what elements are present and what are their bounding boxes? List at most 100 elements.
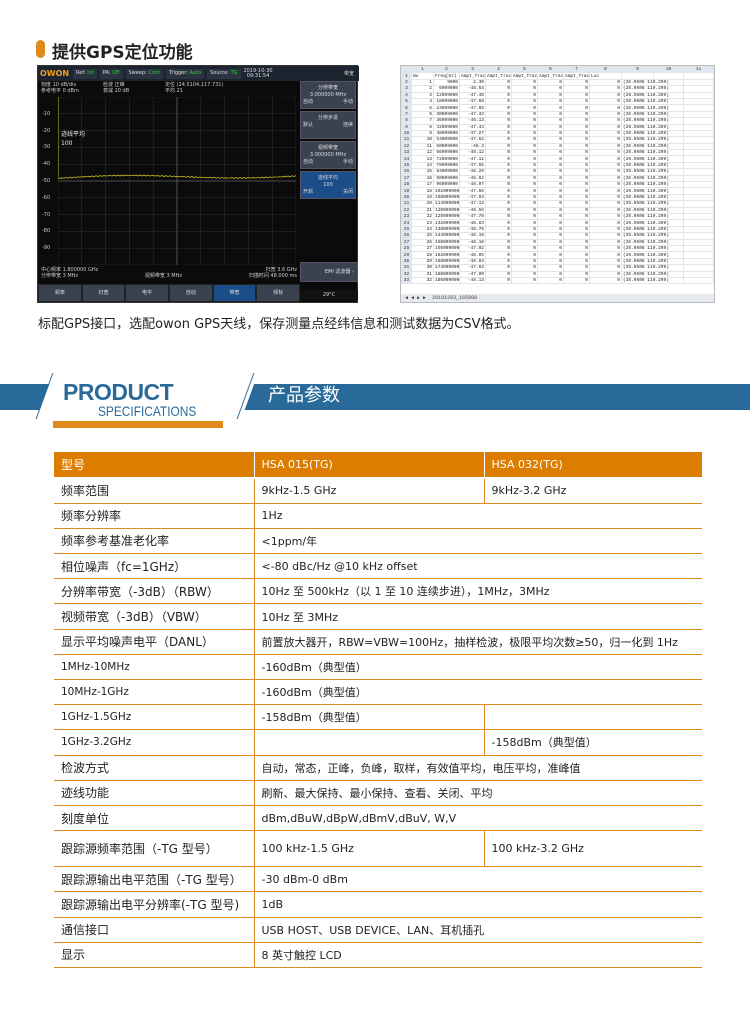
option-right[interactable]: 手动 (342, 159, 353, 165)
spec-value-hsa032: 9kHz-3.2 GHz (483, 478, 702, 504)
header-cell[interactable]: Ampt_Trac (511, 72, 538, 80)
empty-cell[interactable] (683, 97, 714, 106)
empty-cell[interactable] (683, 85, 714, 93)
empty-cell[interactable] (683, 78, 714, 87)
spec-row: 相位噪声（fc=1GHz） <-80 dBc/Hz @10 kHz offset (54, 553, 702, 580)
cell[interactable]: 0 (589, 276, 622, 285)
cell[interactable]: 90009000 (433, 174, 460, 183)
cell[interactable]: 0 (485, 276, 512, 285)
cell[interactable]: 108009000 (433, 193, 460, 202)
header-cell[interactable]: Freq(Hz) (433, 72, 460, 80)
cell[interactable]: 60009000 (433, 142, 460, 151)
info-ref-level: 参考电平 0 dBm (41, 88, 79, 94)
cell[interactable]: 84009000 (433, 168, 460, 176)
menu-button-value: 3.000000 MHz (309, 152, 347, 158)
cell[interactable]: 180009000 (433, 270, 460, 278)
option-left[interactable]: 开启 (303, 189, 314, 195)
time: 09:31:54 (246, 72, 270, 79)
cell[interactable]: 174009000 (433, 264, 460, 272)
empty-cell[interactable] (683, 270, 714, 278)
cell[interactable]: 24009000 (433, 104, 460, 112)
cell[interactable]: 138009000 (433, 225, 460, 234)
empty-cell[interactable] (683, 110, 714, 119)
topbar-label: PA: (102, 69, 111, 76)
cell[interactable]: 0 (537, 276, 564, 285)
empty-cell[interactable] (683, 104, 714, 112)
cell[interactable]: 144009000 (433, 232, 460, 240)
cell[interactable]: 156009000 (433, 244, 460, 253)
cell[interactable]: 126009000 (433, 212, 460, 221)
empty-cell[interactable] (683, 251, 714, 259)
measurement-info: 刻度 10 dB/div 检波 正峰 定位 (24.5104,117.731) … (41, 82, 296, 94)
option-left[interactable]: 默认 (303, 122, 314, 128)
cell[interactable]: 96009000 (433, 180, 460, 189)
header-cell[interactable]: Ampt_Trac (485, 72, 512, 80)
y-tick-label: -30 (42, 144, 51, 151)
topbar-label: Trigger: (169, 69, 188, 76)
empty-cell[interactable] (683, 72, 714, 80)
menu-button[interactable]: 分辨带宽 3.000000 MHz 自动 手动 (300, 81, 356, 109)
overlay-label: 迹线平均 (61, 131, 86, 138)
empty-cell[interactable] (683, 117, 714, 125)
cell[interactable]: 168009000 (433, 257, 460, 266)
bottom-tab[interactable]: 自动 (169, 284, 213, 302)
option-right[interactable]: 手动 (342, 99, 353, 105)
topbar-item: Sweep: Cont (125, 68, 164, 79)
cell[interactable]: 66009000 (433, 149, 460, 157)
cell[interactable]: 72009000 (433, 155, 460, 163)
bottom-tab[interactable]: 频率 (38, 284, 82, 302)
menu-button[interactable]: 分辨步进 默认 连续 (300, 111, 356, 139)
emi-filter-button[interactable]: EMI 滤波器 › (300, 262, 358, 282)
column-header[interactable]: 11 (683, 66, 714, 74)
row-header[interactable]: 33 (401, 276, 412, 285)
loc-cell[interactable]: (26.0506 119.299) (621, 276, 684, 285)
cell[interactable]: 150009000 (433, 238, 460, 246)
header-cell[interactable]: Ampt_Trac (537, 72, 564, 80)
menu-button[interactable]: 迹线平均 100 开启 关闭 (300, 171, 356, 199)
cell[interactable]: 120009000 (433, 206, 460, 215)
cell[interactable]: 36009000 (433, 117, 460, 125)
cell[interactable]: 102009000 (433, 187, 460, 195)
sheet-tab[interactable]: 20191203_165808 (432, 295, 478, 301)
empty-cell[interactable] (683, 276, 714, 285)
cell[interactable]: 42009000 (433, 123, 460, 131)
empty-cell[interactable] (683, 91, 714, 99)
spec-row: 1GHz-1.5GHz -158dBm（典型值） (54, 704, 702, 731)
menu-button[interactable]: 视频带宽 3.000000 MHz 自动 手动 (300, 141, 356, 169)
cell[interactable]: 48009000 (433, 129, 460, 138)
bottom-tab[interactable]: 带宽 (212, 284, 257, 302)
spec-row: 频率参考基准老化率 <1ppm/年 (54, 528, 702, 555)
option-right[interactable]: 关闭 (342, 189, 353, 195)
cell[interactable]: 114009000 (433, 200, 460, 208)
option-left[interactable]: 自动 (303, 99, 314, 105)
spec-table-header: 型号 HSA 015(TG) HSA 032(TG) (54, 452, 702, 479)
bottom-tab[interactable]: 扫宽 (81, 284, 126, 302)
cell[interactable]: 78009000 (433, 161, 460, 170)
bottom-tab[interactable]: 电平 (125, 284, 170, 302)
option-left[interactable]: 自动 (303, 159, 314, 165)
sheet-nav-icon[interactable]: ◀ ◀ ▶ ▶ (405, 295, 427, 301)
spec-value: <-80 dBc/Hz @10 kHz offset (253, 553, 702, 580)
cell[interactable]: 18009000 (433, 97, 460, 106)
cell[interactable]: 12009000 (433, 91, 460, 99)
spec-row: 视频带宽（-3dB）（VBW） 10Hz 至 3MHz (54, 603, 702, 630)
cell[interactable]: 186009000 (433, 276, 460, 285)
header-cell[interactable]: Ampt_Trac (563, 72, 590, 80)
cell[interactable]: -48.13 (459, 276, 486, 285)
option-right[interactable]: 连续 (342, 122, 353, 128)
cell[interactable]: 54009000 (433, 136, 460, 144)
cell[interactable]: 162009000 (433, 251, 460, 259)
menu-button-title: 分辨带宽 (317, 85, 338, 91)
empty-cell[interactable] (683, 257, 714, 266)
header-cell[interactable]: Ampt_Trac (459, 72, 486, 80)
sheet-body: 1 2 3 4 5 6 7 8 9 10 11 1 No Freq(Hz) Ampt_Trac Ampt_Tr… (401, 66, 714, 294)
cell[interactable]: 0 (511, 276, 538, 285)
cell[interactable]: 0 (563, 276, 590, 285)
empty-cell[interactable] (683, 264, 714, 272)
bottom-tab[interactable]: 频标 (256, 284, 301, 302)
cell[interactable]: 32 (411, 276, 434, 285)
gps-section-title: 提供GPS定位功能 (52, 43, 193, 63)
y-tick-label: -90 (42, 245, 51, 252)
cell[interactable]: 30009000 (433, 110, 460, 119)
cell[interactable]: 132009000 (433, 219, 460, 227)
